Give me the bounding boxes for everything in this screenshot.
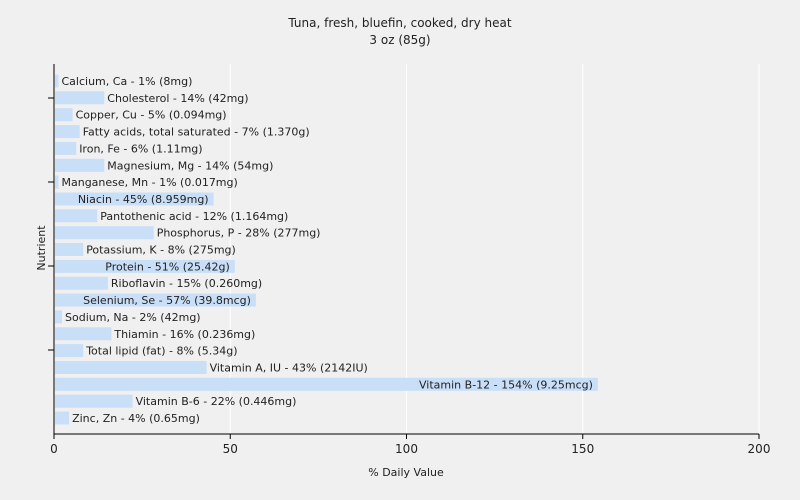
bar-0	[55, 74, 59, 88]
x-tick-label-50: 50	[223, 442, 238, 456]
x-tick-label-200: 200	[748, 442, 771, 456]
bar-20	[55, 411, 70, 425]
bar-label-4: Iron, Fe - 6% (1.11mg)	[79, 142, 202, 155]
bar-label-16: Total lipid (fat) - 8% (5.34g)	[85, 345, 237, 358]
x-tick-label-150: 150	[571, 442, 594, 456]
bar-label-11: Protein - 51% (25.42g)	[105, 260, 230, 273]
bar-18	[55, 377, 598, 391]
bar-label-12: Riboflavin - 15% (0.260mg)	[111, 277, 262, 290]
bar-7	[55, 192, 214, 206]
bar-label-10: Potassium, K - 8% (275mg)	[86, 244, 236, 257]
bar-13	[55, 293, 256, 307]
bar-label-19: Vitamin B-6 - 22% (0.446mg)	[136, 395, 297, 408]
bar-label-3: Fatty acids, total saturated - 7% (1.370…	[83, 126, 310, 139]
bar-label-13: Selenium, Se - 57% (39.8mcg)	[83, 294, 251, 307]
chart-title: Tuna, fresh, bluefin, cooked, dry heat	[287, 16, 511, 30]
chart-subtitle: 3 oz (85g)	[369, 33, 430, 47]
bar-12	[55, 276, 108, 290]
bar-label-9: Phosphorus, P - 28% (277mg)	[157, 227, 321, 240]
bar-15	[55, 327, 112, 341]
bar-9	[55, 226, 154, 240]
bar-label-5: Magnesium, Mg - 14% (54mg)	[107, 159, 273, 172]
bar-label-18: Vitamin B-12 - 154% (9.25mcg)	[419, 378, 593, 391]
bar-2	[55, 108, 73, 122]
bar-6	[55, 175, 59, 189]
x-axis-label: % Daily Value	[368, 466, 444, 479]
bar-label-20: Zinc, Zn - 4% (0.65mg)	[72, 412, 200, 425]
x-tick-label-100: 100	[395, 442, 418, 456]
bar-8	[55, 209, 98, 223]
grid-lines	[229, 64, 760, 434]
y-axis-label: Nutrient	[35, 225, 48, 271]
bar-label-14: Sodium, Na - 2% (42mg)	[65, 311, 201, 324]
bar-14	[55, 310, 62, 324]
bar-17	[55, 361, 207, 374]
bar-label-15: Thiamin - 16% (0.236mg)	[113, 328, 255, 341]
bar-label-7: Niacin - 45% (8.959mg)	[78, 193, 209, 206]
bar-5	[55, 158, 105, 172]
bar-11	[55, 259, 235, 273]
bar-label-17: Vitamin A, IU - 43% (2142IU)	[210, 362, 368, 375]
bars: Calcium, Ca - 1% (8mg) Cholesterol - 14% …	[55, 74, 598, 425]
bar-16	[55, 344, 84, 358]
bar-1	[55, 91, 105, 105]
bar-label-2: Copper, Cu - 5% (0.094mg)	[76, 109, 227, 122]
bar-label-0: Calcium, Ca - 1% (8mg)	[62, 75, 193, 88]
x-tick-label-0: 0	[50, 442, 58, 456]
bar-3	[55, 125, 80, 139]
bar-4	[55, 141, 77, 155]
x-tick-labels: 0 50 100 150 200	[50, 442, 770, 456]
axes	[48, 64, 760, 439]
bar-label-6: Manganese, Mn - 1% (0.017mg)	[62, 176, 238, 189]
bar-label-8: Pantothenic acid - 12% (1.164mg)	[100, 210, 288, 223]
bar-label-1: Cholesterol - 14% (42mg)	[107, 92, 248, 105]
bar-10	[55, 243, 84, 256]
bar-19	[55, 394, 133, 408]
